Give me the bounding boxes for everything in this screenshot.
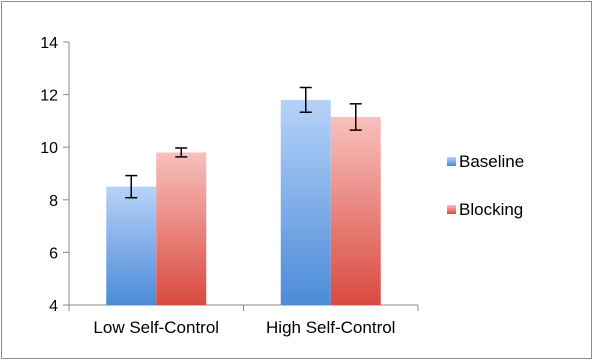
bar-blocking-1 <box>156 152 207 305</box>
legend-swatch-baseline <box>447 157 456 166</box>
y-tick-label: 12 <box>40 88 58 105</box>
y-tick-label: 4 <box>49 298 58 315</box>
y-tick-label: 14 <box>40 35 58 52</box>
chart-bars <box>106 99 381 305</box>
bar-baseline-1 <box>106 186 157 305</box>
legend-swatch-blocking <box>447 205 456 214</box>
y-tick-label: 6 <box>49 245 58 262</box>
y-tick-label: 8 <box>49 193 58 210</box>
legend-label-blocking: Blocking <box>459 200 523 219</box>
chart-error-bars <box>125 86 362 199</box>
chart-legend: Baseline Blocking <box>447 152 524 219</box>
legend-label-baseline: Baseline <box>459 152 524 171</box>
bar-baseline-2 <box>280 99 331 305</box>
category-label: Low Self-Control <box>93 318 219 337</box>
y-tick-label: 10 <box>40 140 58 157</box>
bar-blocking-2 <box>330 116 381 305</box>
chart-labels: Low Self-Control High Self-Control <box>93 318 395 337</box>
category-label: High Self-Control <box>266 318 395 337</box>
